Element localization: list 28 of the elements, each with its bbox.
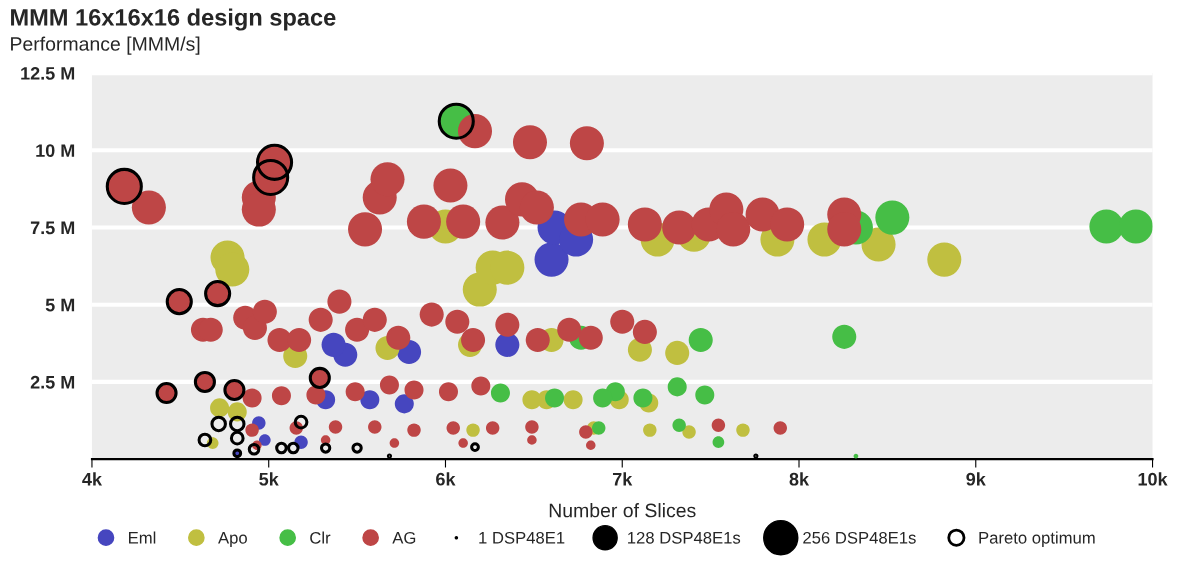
legend-label: Apo bbox=[218, 532, 247, 547]
y-tick-label: 5 M bbox=[45, 298, 75, 312]
point bbox=[228, 415, 246, 433]
point bbox=[293, 414, 309, 430]
x-tick-label: 10k bbox=[1138, 472, 1168, 486]
y-tick-label: 12.5 M bbox=[21, 66, 75, 80]
legend-label: AG bbox=[392, 531, 416, 544]
point bbox=[197, 432, 213, 448]
y-tick-label: 2.5 M bbox=[30, 375, 75, 389]
point bbox=[229, 430, 245, 446]
chart-title: MMM 16x16x16 design space bbox=[11, 8, 336, 31]
x-tick-label: 7k bbox=[612, 472, 633, 486]
point bbox=[210, 415, 227, 433]
y-tick-label: 7.5 M bbox=[30, 221, 75, 235]
y-axis-title: Performance [MMM/s] bbox=[11, 36, 200, 55]
x-tick-label: 9k bbox=[966, 472, 986, 486]
legend-label: Eml bbox=[129, 531, 156, 544]
legend-label: Clr bbox=[310, 531, 331, 544]
legend-label: 128 DSP48E1s bbox=[628, 531, 741, 544]
y-tick-label: 10 M bbox=[36, 144, 75, 157]
x-tick-label: 6k bbox=[436, 472, 456, 486]
x-tick-label: 5k bbox=[259, 472, 279, 486]
x-axis-title: Number of Slices bbox=[549, 503, 696, 518]
legend-label: 1 DSP48E1 bbox=[479, 531, 565, 544]
legend-label: Pareto optimum bbox=[979, 531, 1095, 547]
x-tick-label: 8k bbox=[789, 472, 810, 486]
x-tick-label: 4k bbox=[82, 472, 103, 486]
legend-label: 256 DSP48E1s bbox=[803, 531, 916, 544]
